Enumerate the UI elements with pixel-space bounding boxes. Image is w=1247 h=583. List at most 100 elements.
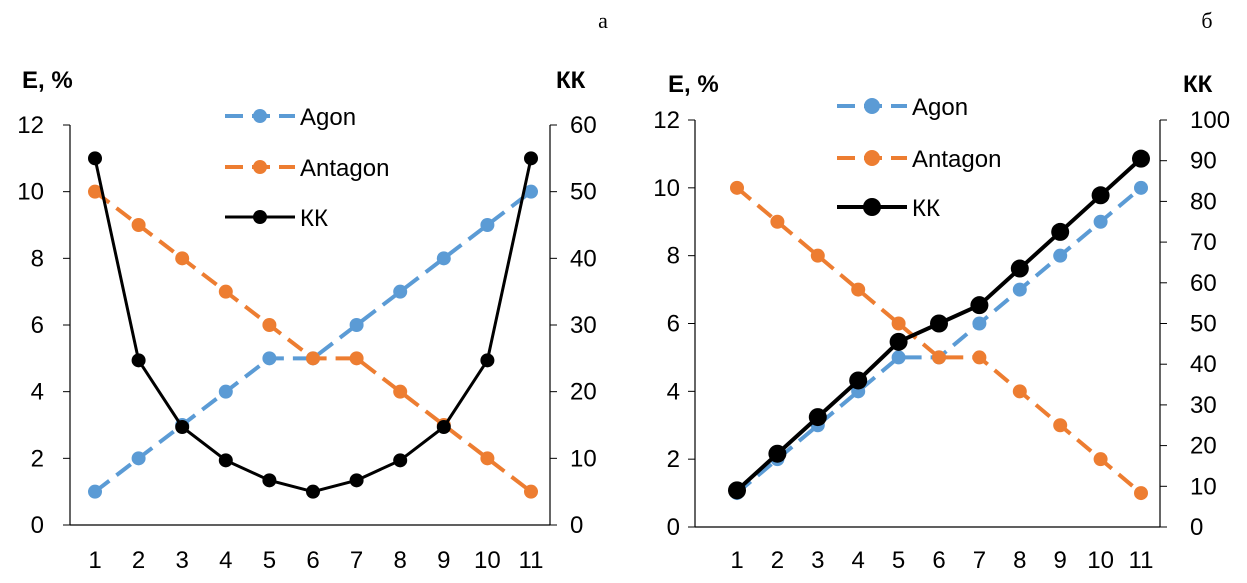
y2-tick-label: 30 (570, 312, 597, 339)
y2-axis-title: КК (1183, 71, 1213, 98)
x-tick-label: 11 (519, 547, 544, 574)
data-point (972, 350, 987, 365)
y-axis-title: E, % (668, 71, 719, 98)
legend-swatch-marker (253, 160, 267, 174)
x-tick-label: 6 (306, 547, 319, 574)
data-point (262, 473, 277, 488)
data-point (1012, 384, 1027, 399)
data-point (349, 351, 364, 366)
x-tick-label: 7 (973, 547, 986, 574)
y-tick-label: 12 (653, 107, 680, 134)
legend-label: КК (912, 195, 940, 222)
data-point (768, 444, 787, 463)
series-line (93, 190, 533, 494)
data-point (262, 318, 277, 332)
data-point (218, 384, 233, 399)
x-tick-label: 3 (811, 547, 824, 574)
series-line (735, 186, 1143, 495)
y-tick-label: 4 (31, 379, 44, 406)
panel-label: а (598, 8, 608, 33)
legend-entry: КК (225, 205, 328, 232)
data-point (306, 351, 320, 366)
series-antagon (730, 180, 1148, 501)
x-tick-label: 2 (771, 547, 784, 574)
data-point (262, 351, 277, 366)
y-axis-title: E, % (22, 67, 73, 94)
y2-axis-title: КК (556, 67, 586, 94)
data-point (851, 282, 866, 297)
legend-label: Antagon (912, 146, 1001, 173)
y2-tick-label: 0 (570, 512, 583, 539)
data-point (810, 248, 825, 263)
y-tick-label: 2 (31, 445, 44, 472)
legend-swatch-marker (864, 150, 880, 166)
series-кк (728, 149, 1150, 500)
x-tick-label: 4 (852, 547, 865, 574)
x-tick-label: 1 (730, 547, 743, 574)
y2-tick-label: 60 (1190, 270, 1217, 297)
legend-swatch-marker (864, 98, 880, 114)
data-point (393, 453, 408, 468)
x-tick-label: 7 (350, 547, 363, 574)
data-point (1053, 248, 1068, 263)
data-point (1093, 214, 1108, 229)
x-tick-label: 3 (176, 547, 189, 574)
series-agon (730, 180, 1148, 501)
data-point (88, 484, 102, 499)
data-point (175, 420, 190, 434)
data-point (88, 184, 102, 199)
y-tick-label: 12 (17, 112, 44, 139)
y-tick-label: 6 (667, 311, 680, 338)
y2-tick-label: 0 (1190, 514, 1203, 541)
data-point (1051, 222, 1070, 241)
data-point (393, 284, 408, 299)
data-point (393, 384, 408, 399)
x-tick-label: 8 (394, 547, 407, 574)
x-tick-label: 4 (219, 547, 232, 574)
y-tick-label: 6 (31, 312, 44, 339)
y2-tick-label: 100 (1190, 107, 1230, 134)
x-tick-label: 1 (88, 547, 101, 574)
y2-tick-label: 10 (570, 445, 597, 472)
y2-tick-label: 50 (1190, 311, 1217, 338)
y-tick-label: 0 (667, 514, 680, 541)
x-tick-label: 11 (1129, 547, 1154, 574)
data-point (436, 420, 451, 434)
y2-tick-label: 90 (1190, 148, 1217, 175)
data-point (730, 180, 744, 195)
y2-tick-label: 80 (1190, 188, 1217, 215)
y2-tick-label: 30 (1190, 392, 1217, 419)
data-point (1091, 186, 1110, 205)
data-point (1132, 149, 1150, 168)
data-point (349, 473, 364, 488)
data-point (131, 218, 146, 232)
legend-label: Agon (300, 104, 356, 131)
data-point (930, 314, 948, 333)
data-point (1053, 418, 1068, 433)
series-antagon (88, 184, 538, 499)
y2-tick-label: 70 (1190, 229, 1217, 256)
data-point (1134, 486, 1148, 501)
data-point (889, 332, 908, 351)
y2-tick-label: 20 (570, 379, 597, 406)
legend-label: Antagon (300, 155, 389, 182)
data-point (436, 251, 451, 266)
x-tick-label: 10 (474, 547, 501, 574)
legend-label: КК (300, 205, 328, 232)
data-point (524, 151, 538, 166)
x-tick-label: 6 (932, 547, 945, 574)
data-point (932, 350, 946, 365)
series-line (93, 190, 533, 494)
data-point (349, 318, 364, 332)
panel-label: б (1201, 8, 1212, 33)
legend-entry: Antagon (225, 155, 389, 182)
legend-entry: Antagon (837, 146, 1001, 173)
data-point (524, 184, 538, 199)
data-point (480, 218, 495, 232)
data-point (970, 296, 989, 315)
legend-swatch-marker (253, 109, 267, 123)
data-point (1093, 452, 1108, 467)
